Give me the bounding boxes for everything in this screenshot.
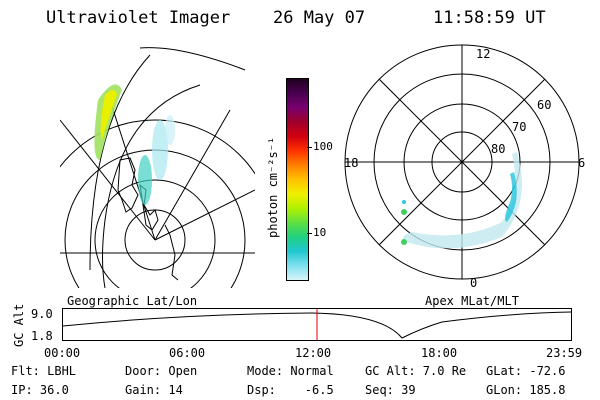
door-info: Door: Open (125, 364, 198, 378)
dsp-info: Dsp: -6.5 (247, 383, 334, 397)
colorbar (286, 78, 309, 281)
altitude-curve (62, 311, 572, 339)
latitude-circle (60, 119, 255, 175)
ip-info: IP: 36.0 (11, 383, 69, 397)
colorbar-unit-label: photon cm⁻²s⁻¹ (266, 136, 280, 238)
auroral-oval (401, 152, 522, 249)
time-tick-3: 18:00 (421, 346, 458, 360)
altitude-tick-low: 1.8 (31, 329, 53, 343)
time-tick-4: 23:59 (546, 346, 583, 360)
time-tick-1: 06:00 (169, 346, 206, 360)
filter-info: Flt: LBHL (11, 364, 77, 378)
gc-alt-info: GC Alt: 7.0 Re (365, 364, 467, 378)
instrument-title: Ultraviolet Imager (46, 8, 231, 28)
meridian-arc (102, 84, 201, 288)
polar-panel-label: Apex MLat/MLT (425, 294, 519, 308)
lat-label-70: 70 (512, 120, 527, 134)
glon-info: GLon: 185.8 (486, 383, 566, 397)
colorbar-tick (307, 147, 312, 148)
aurora-emission (94, 84, 175, 205)
altitude-axis-label: GC Alt (12, 303, 26, 347)
time-tick-2: 12:00 (295, 346, 332, 360)
mlt-label-12: 12 (476, 47, 491, 61)
altitude-timeline (62, 308, 572, 341)
lat-label-80: 80 (491, 142, 506, 156)
altitude-tick-high: 9.0 (31, 307, 53, 321)
mlt-label-18: 18 (344, 156, 359, 170)
latitude-arc (139, 47, 246, 71)
gain-info: Gain: 14 (125, 383, 183, 397)
polar-plot (344, 44, 580, 280)
glat-info: GLat: -72.6 (486, 364, 566, 378)
mode-info: Mode: Normal (247, 364, 334, 378)
geographic-map (60, 47, 255, 288)
lat-label-60: 60 (537, 98, 552, 112)
meridian-arc (89, 54, 151, 271)
latitude-circle (94, 179, 216, 288)
coastline (164, 224, 179, 281)
colorbar-tick-100: 100 (313, 140, 333, 153)
time-tick-0: 00:00 (44, 346, 81, 360)
time-label: 11:58:59 UT (433, 8, 546, 28)
geo-panel-label: Geographic Lat/Lon (67, 294, 198, 308)
mlt-label-0: 0 (470, 276, 478, 290)
date-label: 26 May 07 (273, 8, 366, 28)
colorbar-tick-10: 10 (313, 226, 327, 239)
mlt-label-6: 6 (578, 156, 586, 170)
colorbar-tick (307, 233, 312, 234)
colorbar-gradient (287, 79, 308, 280)
seq-info: Seq: 39 (365, 383, 416, 397)
coastline (117, 157, 139, 213)
